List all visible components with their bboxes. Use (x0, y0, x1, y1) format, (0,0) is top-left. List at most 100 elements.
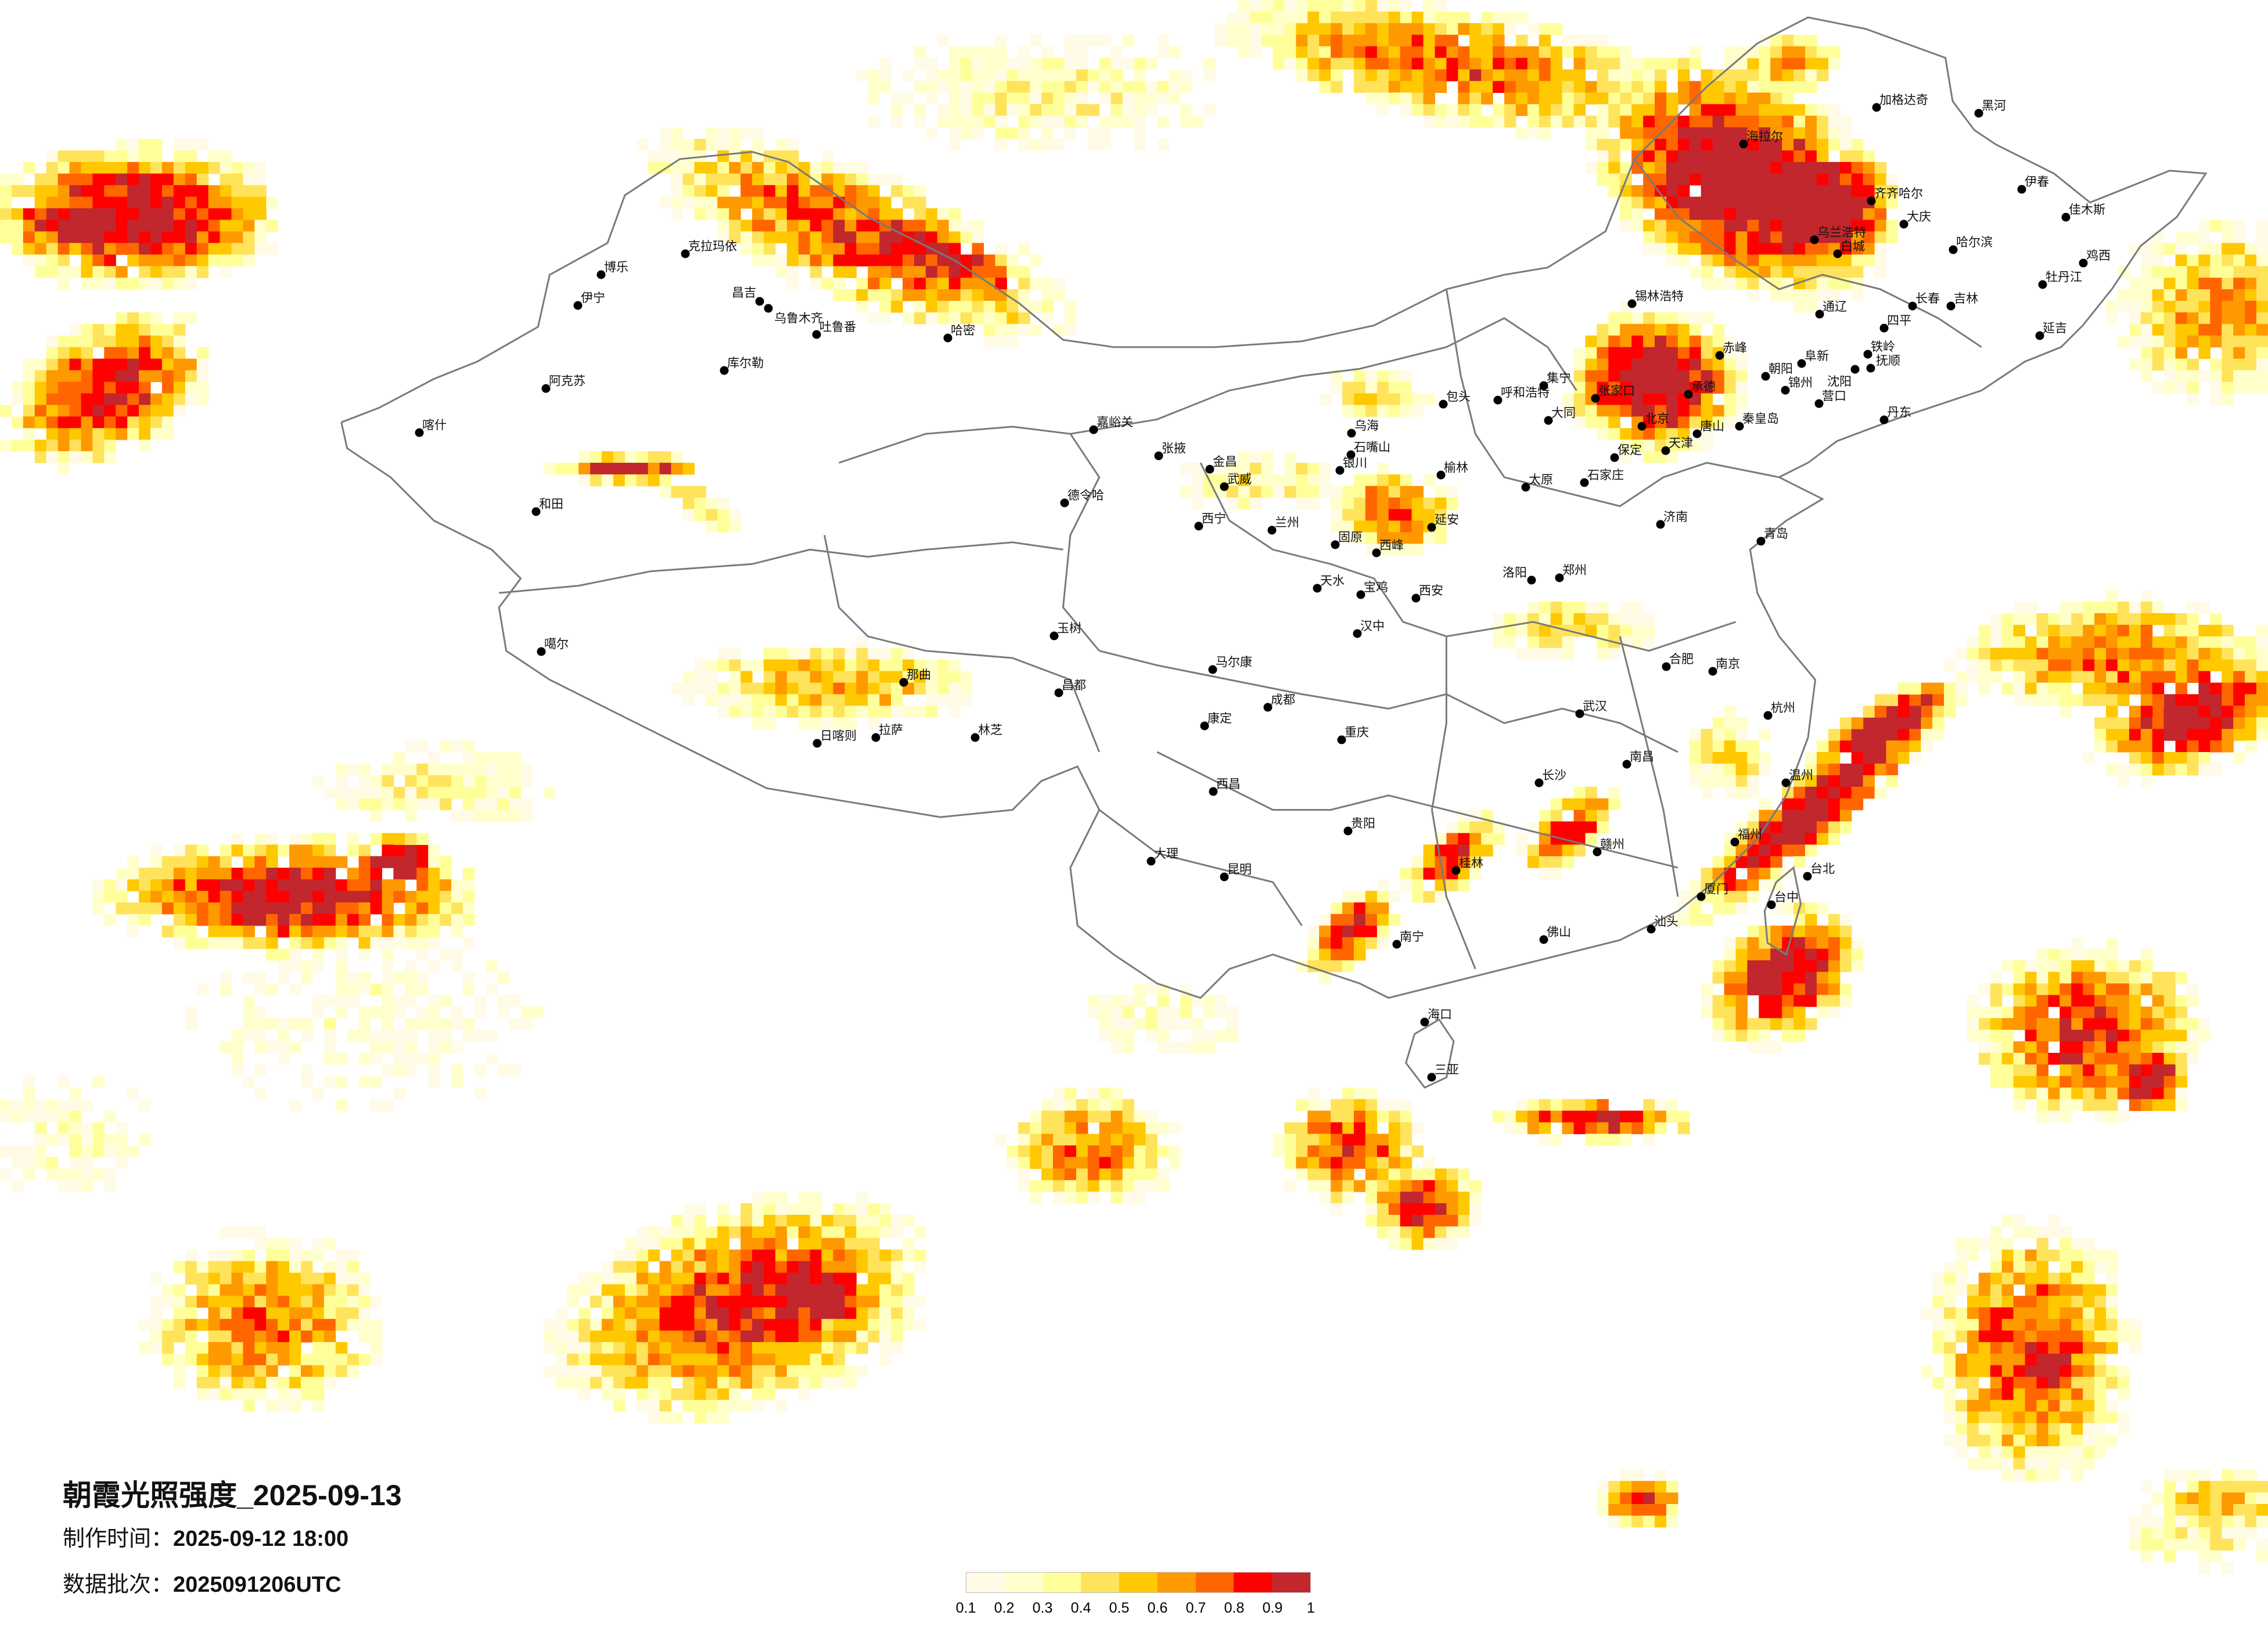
heat-cell (2187, 983, 2199, 995)
heat-cell (2163, 1527, 2176, 1539)
heat-cell (2245, 1492, 2257, 1505)
heat-cell (57, 196, 70, 209)
heat-cell (231, 161, 243, 174)
heat-cell (1620, 451, 1632, 463)
heat-cell (2140, 335, 2153, 348)
heat-cell (2187, 323, 2199, 336)
heat-cell (173, 312, 186, 325)
heat-cell (1735, 370, 1748, 382)
heat-cell (972, 278, 984, 290)
heat-cell (2187, 335, 2199, 348)
heat-cell (624, 1307, 637, 1319)
heat-cell (1041, 81, 1054, 93)
heat-cell (868, 682, 880, 695)
heat-cell (1354, 11, 1366, 24)
heat-cell (1759, 231, 1771, 243)
heat-cell (1307, 46, 1320, 59)
heat-cell (1631, 1110, 1644, 1123)
heat-cell (1851, 948, 1864, 961)
heat-cell (1597, 405, 1609, 417)
heat-cell (914, 243, 926, 255)
heat-cell (821, 717, 833, 729)
heat-cell (1851, 266, 1864, 278)
heat-cell (243, 208, 255, 221)
heat-cell (1284, 0, 1296, 12)
heat-cell (1655, 1481, 1667, 1493)
heat-cell (150, 335, 163, 348)
heat-cell (602, 1272, 614, 1285)
heat-cell (173, 173, 186, 186)
heat-cell (1122, 1134, 1135, 1146)
heat-cell (937, 254, 950, 267)
heat-cell (1376, 485, 1389, 498)
heat-cell (1724, 161, 1737, 174)
heat-cell (1724, 46, 1737, 59)
heat-cell (139, 913, 151, 926)
heat-cell (220, 879, 232, 891)
heat-cell (1655, 312, 1667, 325)
heat-cell (1388, 1226, 1401, 1239)
heat-cell (2094, 647, 2107, 660)
heat-cell (636, 1388, 649, 1401)
heat-cell (1562, 821, 1575, 833)
heat-cell (1990, 1330, 2003, 1343)
heat-cell (833, 1261, 845, 1274)
heat-cell (856, 185, 868, 197)
heat-cell (1770, 196, 1782, 209)
heat-cell (2059, 1296, 2072, 1308)
heat-cell (2222, 706, 2234, 718)
heat-cell (624, 1376, 637, 1389)
heat-cell (278, 913, 290, 926)
heat-cell (1388, 1238, 1401, 1250)
heat-cell (2001, 636, 2014, 649)
heat-cell (81, 161, 93, 174)
heat-cell (983, 335, 995, 348)
heat-cell (2106, 740, 2118, 753)
heat-cell (139, 266, 151, 278)
heat-cell (127, 173, 139, 186)
heat-cell (741, 1203, 753, 1215)
heat-cell (1735, 856, 1748, 868)
heat-cell (2059, 671, 2072, 683)
heat-cell (1319, 1145, 1331, 1157)
heat-cell (613, 1272, 626, 1285)
heat-cell (1064, 34, 1077, 47)
heat-cell (1932, 1284, 1944, 1296)
heat-cell (2175, 1041, 2188, 1053)
heat-cell (1354, 913, 1366, 926)
heat-cell (104, 382, 116, 394)
heat-cell (833, 1238, 845, 1250)
heat-cell (1099, 1157, 1112, 1169)
heat-cell (2152, 763, 2165, 776)
heat-cell (1608, 57, 1620, 70)
heat-cell (879, 647, 892, 660)
heat-cell (1573, 810, 1586, 822)
heat-cell (1839, 729, 1852, 741)
heat-cell (2106, 659, 2118, 672)
heat-cell (1053, 278, 1065, 290)
heat-cell (34, 185, 47, 197)
heat-cell (382, 925, 394, 938)
heat-cell (2187, 370, 2199, 382)
heat-cell (1469, 844, 1482, 857)
heat-cell (1376, 1168, 1389, 1181)
heat-cell (741, 1249, 753, 1262)
heat-cell (161, 1284, 174, 1296)
heat-cell (752, 173, 764, 186)
heat-cell (1238, 451, 1250, 463)
heat-cell (2198, 740, 2211, 753)
heat-cell (266, 913, 278, 926)
heat-cell (1956, 694, 1968, 706)
heat-cell (763, 1203, 776, 1215)
heat-cell (1643, 451, 1655, 463)
heat-cell (2048, 1018, 2060, 1030)
heat-cell (659, 1296, 672, 1308)
heat-cell (2106, 1087, 2118, 1100)
heat-cell (1342, 532, 1354, 544)
heat-cell (972, 266, 984, 278)
heat-cell (1331, 960, 1343, 973)
heat-cell (972, 69, 984, 81)
heat-cell (2210, 323, 2222, 336)
heat-cell (810, 1284, 822, 1296)
heat-cell (1805, 844, 1817, 857)
